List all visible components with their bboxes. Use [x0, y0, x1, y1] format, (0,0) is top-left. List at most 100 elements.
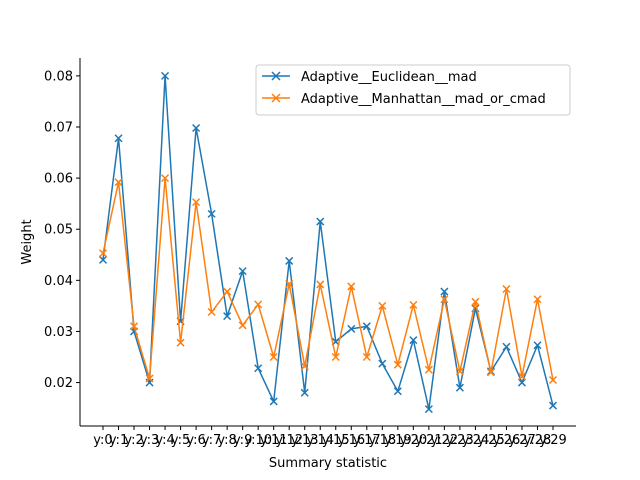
data-point — [223, 287, 232, 296]
x-tick-label: y:9 — [233, 433, 252, 448]
legend-marker-euclidean — [271, 71, 281, 81]
legend-label-euclidean: Adaptive__Euclidean__mad — [301, 70, 477, 85]
y-tick-label: 0.07 — [44, 121, 73, 136]
data-point — [285, 256, 294, 265]
data-point — [130, 322, 139, 331]
data-point — [98, 249, 108, 258]
y-axis-ticks: 0.02 0.03 0.04 0.05 0.06 0.07 0.08 — [44, 69, 80, 391]
data-point — [114, 134, 123, 143]
data-point — [548, 375, 558, 385]
data-point — [98, 255, 108, 264]
data-point — [347, 282, 356, 291]
x-tick-label: y:18 — [368, 433, 396, 448]
data-point — [207, 209, 216, 218]
data-point — [223, 312, 232, 321]
data-point — [378, 359, 387, 368]
legend-label-manhattan: Adaptive__Manhattan__mad_or_cmad — [301, 92, 546, 107]
data-point — [269, 352, 278, 362]
y-tick-label: 0.05 — [44, 223, 73, 238]
x-tick-label: y:0 — [93, 433, 112, 448]
data-point — [300, 388, 309, 397]
data-point — [440, 287, 449, 296]
x-tick-label: y:24 — [462, 433, 490, 448]
data-point — [300, 362, 309, 371]
x-tick-label: y:16 — [337, 433, 365, 448]
series-line — [102, 177, 554, 381]
data-point — [254, 364, 263, 373]
x-tick-label: y:10 — [244, 433, 272, 448]
x-tick-label: y:7 — [202, 433, 221, 448]
x-tick-label: y:22 — [431, 433, 459, 448]
x-tick-label: y:1 — [109, 433, 128, 448]
data-point — [238, 321, 247, 330]
y-tick-label: 0.03 — [44, 325, 73, 340]
data-point — [331, 352, 340, 362]
data-point — [192, 198, 201, 207]
data-point — [548, 401, 558, 410]
y-axis-title: Weight — [20, 219, 35, 264]
data-point — [347, 324, 356, 333]
data-point — [486, 368, 495, 377]
x-tick-label: y:19 — [384, 433, 412, 448]
x-tick-label: y:27 — [508, 433, 536, 448]
x-tick-label: y:20 — [400, 433, 428, 448]
data-point — [502, 342, 511, 351]
data-point — [362, 322, 371, 331]
legend-marker-manhattan — [271, 93, 281, 103]
data-point — [161, 71, 170, 80]
data-point — [440, 295, 449, 304]
x-tick-label: y:14 — [306, 433, 334, 448]
x-tick-label: y:28 — [524, 433, 552, 448]
data-point — [517, 378, 526, 387]
series-line — [102, 75, 554, 410]
data-point — [176, 338, 185, 347]
y-tick-label: 0.08 — [44, 69, 73, 84]
data-point — [238, 267, 247, 276]
x-tick-label: y:26 — [493, 433, 521, 448]
x-tick-label: y:11 — [260, 433, 288, 448]
data-point — [393, 360, 402, 369]
legend: Adaptive__Euclidean__mad Adaptive__Manha… — [255, 64, 571, 116]
y-tick-label: 0.06 — [44, 172, 73, 187]
data-point — [316, 217, 325, 226]
data-point — [192, 123, 201, 133]
y-tick-label: 0.02 — [44, 376, 73, 391]
data-point — [409, 300, 418, 309]
x-tick-label: y:12 — [275, 433, 303, 448]
data-point — [393, 387, 402, 396]
data-point — [517, 372, 526, 381]
x-tick-label: y:15 — [322, 433, 350, 448]
data-point — [455, 383, 464, 392]
data-point — [145, 374, 154, 383]
data-point — [533, 295, 542, 304]
data-point — [424, 365, 433, 374]
x-tick-label: y:2 — [124, 433, 143, 448]
series-layer — [98, 71, 558, 414]
x-tick-label: y:5 — [171, 433, 190, 448]
data-point — [424, 405, 433, 414]
x-tick-label: y:17 — [353, 433, 381, 448]
series-manhattan — [98, 174, 558, 385]
x-tick-label: y:3 — [140, 433, 159, 448]
x-tick-label: y:6 — [186, 433, 205, 448]
data-point — [362, 352, 371, 362]
data-point — [254, 300, 263, 309]
x-axis-ticks: y:0y:1y:2y:3y:4y:5y:6y:7y:8y:9y:10y:11y:… — [93, 426, 567, 448]
x-tick-label: y:4 — [155, 433, 174, 448]
data-point — [114, 178, 123, 187]
data-point — [316, 280, 325, 289]
x-tick-label: y:8 — [217, 433, 236, 448]
x-axis-title: Summary statistic — [269, 456, 387, 471]
axes — [79, 58, 576, 427]
data-point — [502, 284, 511, 294]
data-point — [471, 297, 480, 306]
legend-frame — [255, 64, 571, 116]
data-point — [207, 307, 216, 317]
data-point — [269, 397, 278, 406]
y-tick-label: 0.04 — [44, 274, 73, 289]
x-tick-label: y:23 — [446, 433, 474, 448]
data-point — [409, 336, 418, 345]
x-tick-label: y:29 — [539, 433, 567, 448]
x-tick-label: y:13 — [291, 433, 319, 448]
